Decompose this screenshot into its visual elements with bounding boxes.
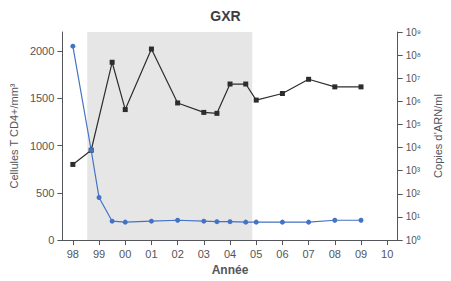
- svg-text:10⁰: 10⁰: [406, 235, 421, 246]
- svg-text:Cellules T CD4+/mm³: Cellules T CD4+/mm³: [8, 83, 20, 188]
- svg-text:04: 04: [224, 248, 236, 260]
- svg-text:10⁶: 10⁶: [406, 96, 421, 107]
- svg-text:08: 08: [329, 248, 341, 260]
- svg-text:500: 500: [36, 187, 54, 199]
- svg-text:10⁴: 10⁴: [406, 142, 421, 153]
- svg-text:10²: 10²: [406, 188, 421, 199]
- svg-text:10: 10: [381, 248, 393, 260]
- svg-text:Année: Année: [212, 263, 249, 277]
- svg-text:07: 07: [302, 248, 314, 260]
- svg-text:1000: 1000: [30, 140, 54, 152]
- svg-text:Copies d’ARN/ml: Copies d’ARN/ml: [432, 94, 444, 178]
- svg-text:00: 00: [119, 248, 131, 260]
- svg-text:05: 05: [250, 248, 262, 260]
- svg-text:10⁷: 10⁷: [406, 73, 421, 84]
- svg-text:2000: 2000: [30, 45, 54, 57]
- svg-text:GXR: GXR: [210, 8, 240, 24]
- svg-text:1500: 1500: [30, 92, 54, 104]
- svg-text:03: 03: [198, 248, 210, 260]
- svg-text:02: 02: [172, 248, 184, 260]
- svg-text:0: 0: [48, 234, 54, 246]
- svg-text:99: 99: [93, 248, 105, 260]
- svg-text:10⁵: 10⁵: [406, 119, 421, 130]
- svg-text:10¹: 10¹: [406, 211, 421, 222]
- svg-text:09: 09: [355, 248, 367, 260]
- svg-text:10⁸: 10⁸: [406, 50, 421, 61]
- svg-text:98: 98: [67, 248, 79, 260]
- svg-text:10⁹: 10⁹: [406, 27, 421, 38]
- svg-text:06: 06: [276, 248, 288, 260]
- svg-text:10³: 10³: [406, 165, 421, 176]
- svg-text:01: 01: [145, 248, 157, 260]
